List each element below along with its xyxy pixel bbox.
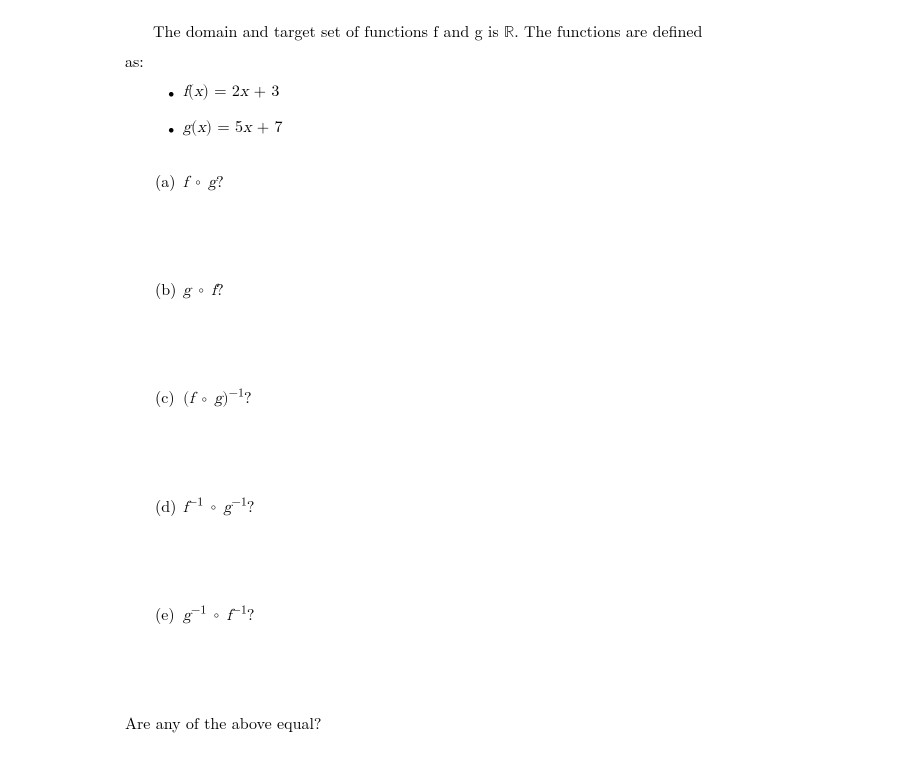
bullet-marker: •	[165, 81, 177, 103]
part-a: (a) f ∘ g?	[155, 170, 849, 194]
part-e: (e) g−1 ∘ f−1?	[155, 603, 849, 627]
part-c-expr: (f ∘ g)−1?	[183, 391, 252, 407]
f-definition: f(x) = 2x + 3	[183, 84, 279, 100]
enumerated-list: (a) f ∘ g? (b) g ∘ f? (c) (f ∘ g)−1? (d)…	[125, 170, 849, 628]
part-label: (c)	[155, 386, 175, 408]
intro-text-1: The domain and target set of functions f…	[153, 19, 504, 42]
part-e-expr: g−1 ∘ f−1?	[183, 608, 254, 624]
bullet-f: • f(x) = 2x + 3	[165, 79, 849, 103]
part-label: (a)	[155, 170, 175, 192]
g-definition: g(x) = 5x + 7	[183, 120, 283, 136]
part-label: (d)	[155, 495, 176, 517]
intro-line-1: The domain and target set of functions f…	[125, 20, 849, 44]
part-label: (e)	[155, 603, 175, 625]
part-d-expr: f−1 ∘ g−1?	[183, 500, 254, 516]
bullet-g: • g(x) = 5x + 7	[165, 115, 849, 139]
bullet-marker: •	[165, 117, 177, 139]
part-c: (c) (f ∘ g)−1?	[155, 386, 849, 410]
document-content: The domain and target set of functions f…	[0, 20, 909, 734]
real-symbol: ℝ	[504, 25, 514, 41]
final-question: Are any of the above equal?	[125, 712, 849, 734]
intro-line-2: as:	[125, 50, 849, 72]
intro-text-2: . The functions are defined	[514, 19, 702, 42]
part-b: (b) g ∘ f?	[155, 278, 849, 302]
part-d: (d) f−1 ∘ g−1?	[155, 495, 849, 519]
part-label: (b)	[155, 278, 176, 300]
part-a-expr: f ∘ g?	[183, 175, 224, 191]
bullet-list: • f(x) = 2x + 3 • g(x) = 5x + 7	[125, 79, 849, 140]
part-b-expr: g ∘ f?	[183, 283, 224, 299]
g-lhs: g	[183, 120, 191, 136]
